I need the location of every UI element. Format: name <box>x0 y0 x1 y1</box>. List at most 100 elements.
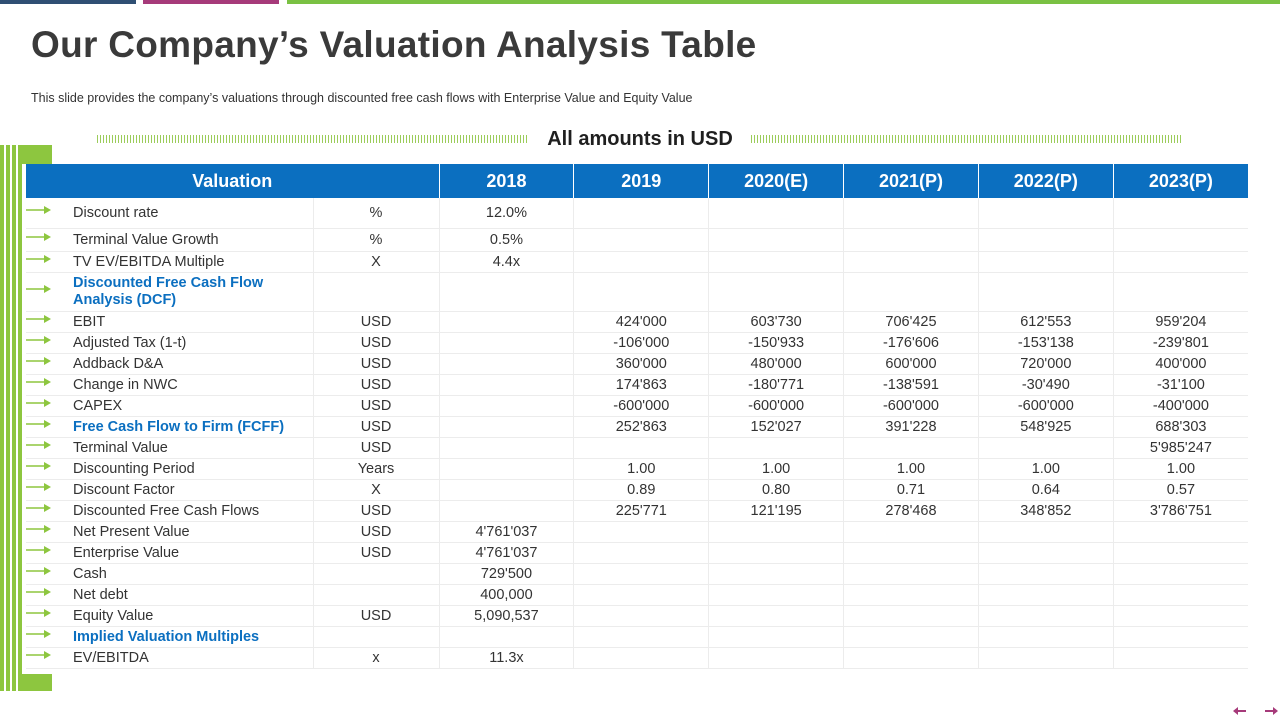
arrow-right-icon <box>26 504 51 512</box>
arrow-right-icon <box>26 546 51 554</box>
row-value-2023p <box>1112 228 1249 252</box>
arrow-right-icon <box>26 336 51 344</box>
row-value-2018: 4'761'037 <box>438 521 574 543</box>
arrow-right-icon <box>26 420 51 428</box>
arrow-right-icon <box>26 233 51 241</box>
row-label: Adjusted Tax (1-t) <box>73 334 187 351</box>
arrow-left-icon[interactable] <box>1233 706 1247 716</box>
row-value-2023p: 0.57 <box>1112 479 1249 501</box>
row-label-cell: Enterprise Value <box>26 542 313 564</box>
row-value-2019: 225'771 <box>573 500 709 522</box>
row-value-2022p: 1.00 <box>977 458 1114 480</box>
table-row: EBIT USD 424'000 603'730 706'425 612'553 959'2… <box>26 311 1249 333</box>
row-unit: USD <box>312 374 440 396</box>
row-label-cell: Discounting Period <box>26 458 313 480</box>
row-unit: X <box>312 479 440 501</box>
row-value-2020e: -180'771 <box>708 374 844 396</box>
row-label-cell: Terminal Value <box>26 437 313 459</box>
arrow-right-icon <box>26 206 51 214</box>
top-accent-line-magenta <box>143 0 279 4</box>
row-value-2020e <box>708 584 844 606</box>
row-value-2019 <box>573 542 709 564</box>
row-value-2022p <box>977 584 1114 606</box>
arrow-right-icon <box>26 462 51 470</box>
row-unit: X <box>312 251 440 273</box>
row-value-2022p <box>977 228 1114 252</box>
row-value-2018 <box>438 374 574 396</box>
row-value-2018 <box>438 626 574 648</box>
row-value-2022p: 720'000 <box>977 353 1114 375</box>
row-value-2020e <box>708 605 844 627</box>
arrow-right-icon[interactable] <box>1264 706 1278 716</box>
row-label-cell: Cash <box>26 563 313 585</box>
table-row: EV/EBITDA x 11.3x <box>26 647 1249 669</box>
row-value-2020e: 152'027 <box>708 416 844 438</box>
row-value-2021p: -176'606 <box>843 332 979 354</box>
row-unit: % <box>312 198 440 229</box>
amounts-label: All amounts in USD <box>547 128 733 150</box>
row-value-2018 <box>438 416 574 438</box>
row-unit: USD <box>312 395 440 417</box>
row-value-2020e: 0.80 <box>708 479 844 501</box>
row-value-2023p <box>1112 198 1249 229</box>
row-value-2018: 400,000 <box>438 584 574 606</box>
row-label: Enterprise Value <box>73 544 180 561</box>
row-label-cell: Terminal Value Growth <box>26 228 313 252</box>
row-label: Net Present Value <box>73 523 190 540</box>
row-label-cell: Implied Valuation Multiples <box>26 626 313 648</box>
table-row: TV EV/EBITDA Multiple X 4.4x <box>26 251 1249 273</box>
row-unit: USD <box>312 500 440 522</box>
row-value-2019: -106'000 <box>573 332 709 354</box>
green-side-stripes <box>4 145 22 691</box>
row-value-2021p: 278'468 <box>843 500 979 522</box>
arrow-right-icon <box>26 357 51 365</box>
row-label: Equity Value <box>73 607 154 624</box>
row-label: Implied Valuation Multiples <box>73 628 260 645</box>
arrow-right-icon <box>26 651 51 659</box>
row-value-2019: 1.00 <box>573 458 709 480</box>
row-value-2021p: 1.00 <box>843 458 979 480</box>
row-value-2018 <box>438 311 574 333</box>
row-value-2022p <box>977 272 1114 312</box>
row-value-2020e <box>708 228 844 252</box>
row-value-2023p: 3'786'751 <box>1112 500 1249 522</box>
header-year: 2018 <box>438 164 574 198</box>
row-value-2023p <box>1112 626 1249 648</box>
row-value-2021p: -600'000 <box>843 395 979 417</box>
valuation-table: Valuation 2018 2019 2020(E) 2021(P) 2022… <box>26 164 1249 669</box>
row-label-cell: Change in NWC <box>26 374 313 396</box>
arrow-right-icon <box>26 285 51 293</box>
row-value-2018: 4'761'037 <box>438 542 574 564</box>
row-unit: USD <box>312 437 440 459</box>
top-accent-line-navy <box>0 0 136 4</box>
row-value-2018 <box>438 353 574 375</box>
table-row: Net debt 400,000 <box>26 584 1249 606</box>
row-value-2022p: -30'490 <box>977 374 1114 396</box>
arrow-right-icon <box>26 609 51 617</box>
row-value-2018 <box>438 395 574 417</box>
row-value-2020e <box>708 647 844 669</box>
row-value-2019 <box>573 272 709 312</box>
row-value-2018 <box>438 500 574 522</box>
header-year: 2021(P) <box>843 164 979 198</box>
row-value-2023p: 400'000 <box>1112 353 1249 375</box>
valuation-table-container: Valuation 2018 2019 2020(E) 2021(P) 2022… <box>26 164 1249 669</box>
row-value-2022p: 612'553 <box>977 311 1114 333</box>
hatch-divider-left <box>97 135 529 143</box>
row-label: Terminal Value <box>73 439 168 456</box>
table-row: Change in NWC USD 174'863 -180'771 -138'591-… <box>26 374 1249 396</box>
row-value-2021p: 706'425 <box>843 311 979 333</box>
table-row: CAPEX USD -600'000 -600'000 -600'000 -600'000… <box>26 395 1249 417</box>
arrow-right-icon <box>26 567 51 575</box>
row-unit: USD <box>312 332 440 354</box>
row-unit: x <box>312 647 440 669</box>
table-body: Discount rate% 12.0% Terminal Value Growth… <box>26 198 1249 669</box>
row-value-2019 <box>573 437 709 459</box>
row-value-2020e: 480'000 <box>708 353 844 375</box>
table-row: Equity Value USD 5,090,537 <box>26 605 1249 627</box>
row-unit <box>312 584 440 606</box>
row-value-2019 <box>573 521 709 543</box>
row-value-2023p <box>1112 647 1249 669</box>
row-value-2022p: -153'138 <box>977 332 1114 354</box>
header-year: 2020(E) <box>708 164 844 198</box>
